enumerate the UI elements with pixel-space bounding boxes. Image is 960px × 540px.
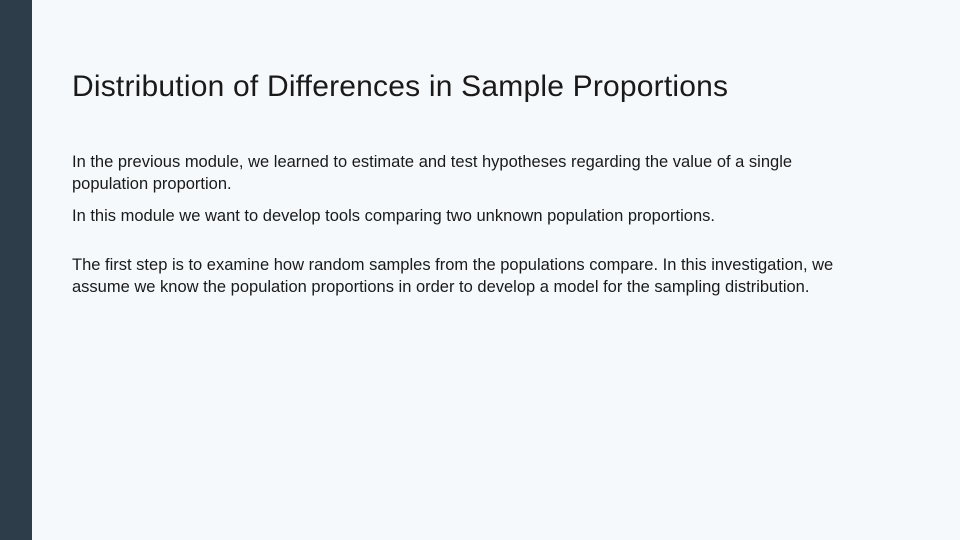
slide-title: Distribution of Differences in Sample Pr… — [72, 70, 900, 104]
sidebar-accent — [0, 0, 32, 540]
paragraph-1: In the previous module, we learned to es… — [72, 152, 842, 196]
slide-content: Distribution of Differences in Sample Pr… — [32, 0, 960, 540]
paragraph-2: In this module we want to develop tools … — [72, 206, 842, 228]
paragraph-3: The first step is to examine how random … — [72, 255, 842, 299]
